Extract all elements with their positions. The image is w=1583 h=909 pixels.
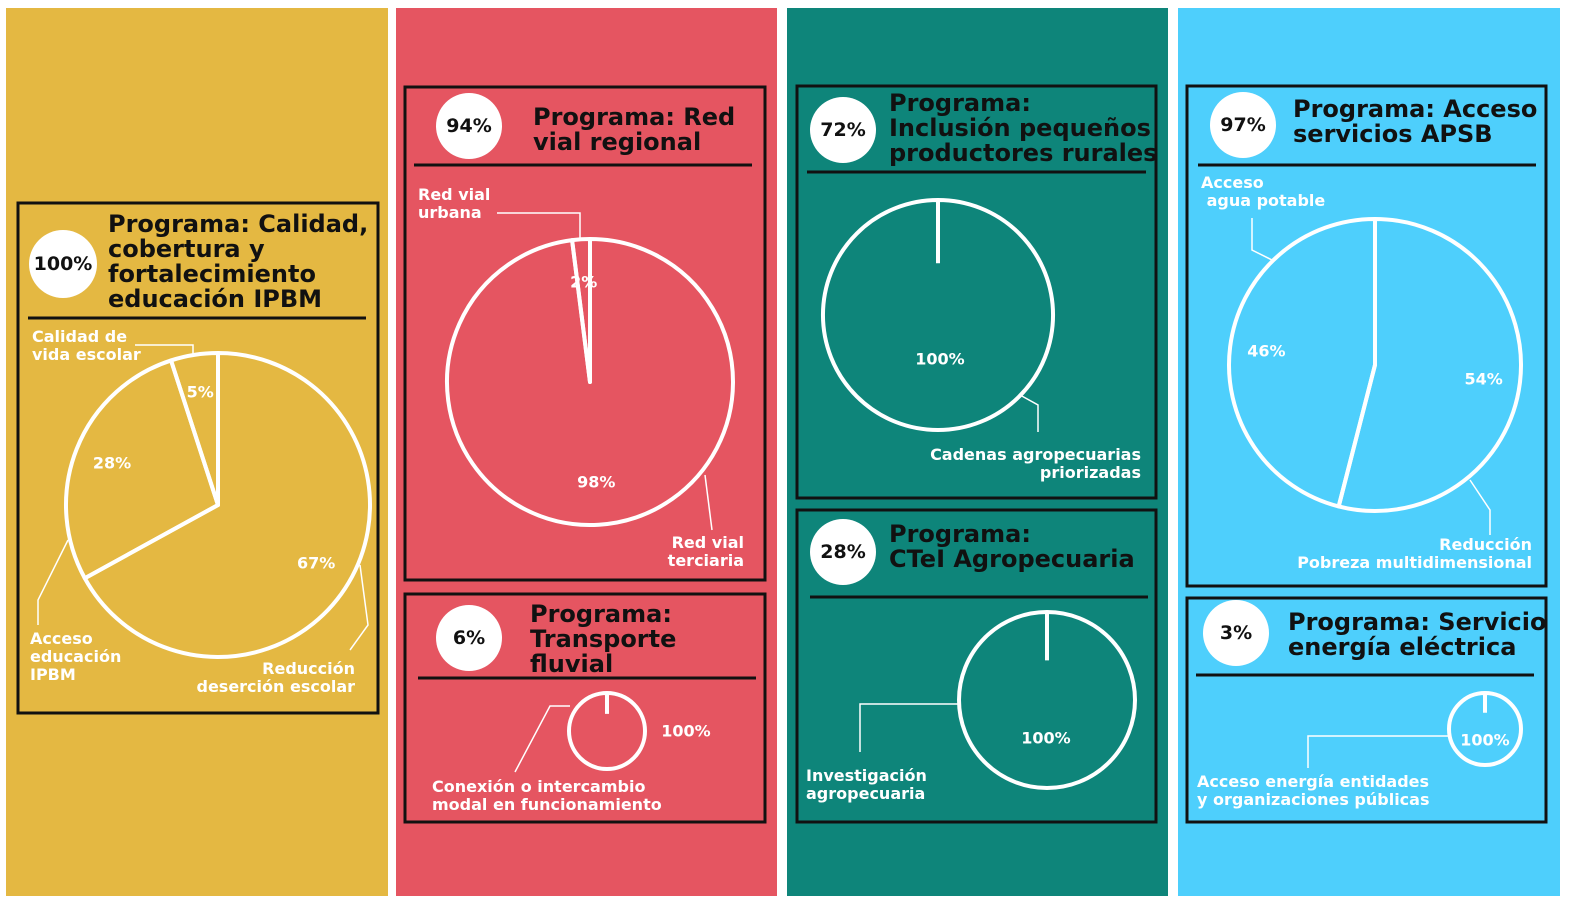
slice-label: Cadenas agropecuarias priorizadas (930, 445, 1141, 482)
card (795, 84, 1158, 500)
badge-label: 100% (33, 253, 93, 275)
slice-label: Acceso educación IPBM (30, 629, 122, 684)
slice-label: Red vial urbana (418, 185, 491, 222)
pie-slice (445, 237, 735, 527)
pie-slice (1447, 691, 1523, 767)
value-label: 2% (570, 272, 598, 292)
slice-label: Reducción Pobreza multidimensional (1297, 535, 1532, 572)
value-label: 100% (915, 349, 965, 369)
value-label: 46% (1247, 341, 1286, 361)
program-title: Programa: Inclusión pequeños productores… (889, 89, 1158, 167)
pie-slice (64, 358, 220, 581)
card (403, 85, 767, 582)
pie-slice (957, 610, 1137, 790)
leader-line (1469, 479, 1491, 535)
badge-label: 6% (452, 627, 486, 649)
program-title: Programa: Calidad, cobertura y fortaleci… (108, 210, 369, 313)
slice-label: Calidad de vida escolar (32, 327, 141, 364)
value-label: 100% (661, 721, 711, 741)
badge (29, 230, 97, 298)
pie-slice (821, 198, 1055, 432)
value-label: 67% (296, 553, 336, 573)
slice-label: Red vial terciaria (667, 533, 744, 570)
leader-line (859, 703, 960, 752)
value-label: 54% (1464, 369, 1503, 389)
program-title: Programa: CTeI Agropecuaria (889, 520, 1135, 573)
card (795, 508, 1158, 824)
value-label: 5% (186, 382, 214, 402)
card (403, 592, 767, 824)
slice-label: Conexión o intercambio modal en funciona… (432, 777, 662, 814)
slice-label: Investigación agropecuaria (806, 766, 927, 803)
column (6, 8, 388, 896)
slice-label: Reducción deserción escolar (196, 659, 355, 696)
badge (1210, 92, 1276, 158)
program-title: Programa: Servicio energía eléctrica (1288, 608, 1547, 661)
card (1185, 84, 1548, 588)
program-title: Programa: Transporte fluvial (530, 600, 677, 678)
badge-label: 72% (820, 119, 866, 141)
value-label: 28% (92, 453, 132, 473)
value-label: 100% (1460, 730, 1510, 750)
badge-label: 97% (1220, 114, 1266, 136)
slice-label: Acceso energía entidades y organizacione… (1197, 772, 1430, 809)
leader-line (514, 705, 570, 773)
badge-label: 3% (1219, 622, 1253, 644)
badge (810, 97, 876, 163)
pie-slice (169, 351, 220, 507)
leader-line (37, 539, 69, 625)
leader-line (1251, 218, 1273, 261)
card (1185, 596, 1548, 824)
leader-line (497, 212, 581, 240)
leader-line (1307, 735, 1450, 768)
pie-slice (567, 691, 647, 771)
leader-line (349, 564, 369, 651)
value-label: 98% (577, 472, 616, 492)
badge (1203, 600, 1269, 666)
leader-line (135, 344, 194, 355)
badge (436, 605, 502, 671)
slice-label: Acceso agua potable (1201, 173, 1326, 210)
badge (810, 519, 876, 585)
pie-slice (1227, 217, 1377, 509)
program-title: Programa: Red vial regional (533, 103, 736, 156)
pie-slice (82, 351, 372, 659)
card (16, 201, 380, 715)
badge-label: 94% (446, 115, 492, 137)
pie-slice (1336, 217, 1523, 513)
leader-line (1019, 394, 1039, 432)
badge (436, 93, 502, 159)
pie-slice (570, 237, 592, 384)
leader-line (704, 474, 713, 531)
badge-label: 28% (820, 541, 866, 563)
value-label: 100% (1021, 728, 1071, 748)
program-title: Programa: Acceso servicios APSB (1293, 95, 1538, 148)
